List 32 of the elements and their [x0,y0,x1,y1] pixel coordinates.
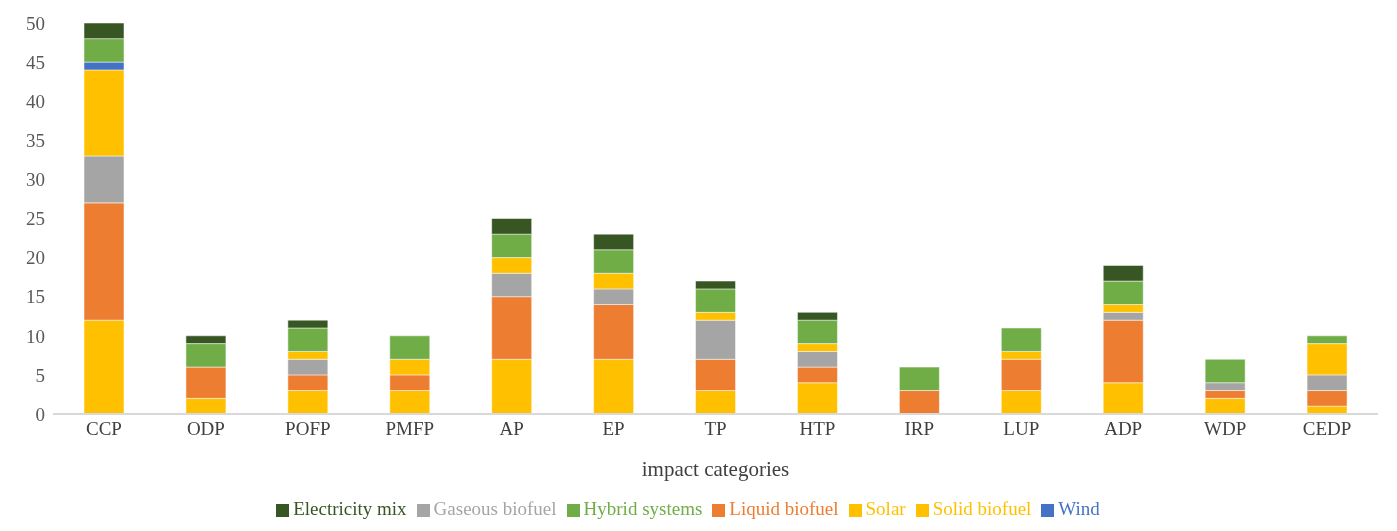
y-tick-label: 30 [26,169,45,191]
y-tick-label: 10 [26,325,45,347]
y-tick-label: 15 [26,286,45,308]
x-tick-label: WDP [1204,418,1247,440]
x-tick-label: ADP [1104,418,1143,440]
legend-label: Solar [865,498,906,519]
x-tick-label: HTP [799,418,836,440]
y-tick-label: 45 [26,51,45,73]
y-tick-label: 50 [26,12,45,34]
x-tick-label: AP [499,418,524,440]
x-tick-label: POFP [285,418,331,440]
legend-label: Liquid biofuel [729,498,839,519]
x-tick-label: EP [602,418,625,440]
legend-label: Solid biofuel [932,498,1032,519]
y-tick-label: 20 [26,247,45,269]
x-tick-label: ODP [186,418,225,440]
x-tick-label: IRP [904,418,935,440]
x-tick-label: LUP [1003,418,1040,440]
y-tick-label: 35 [26,130,45,152]
y-tick-label: 5 [35,364,45,386]
y-tick-label: 0 [35,403,45,425]
x-tick-label: TP [704,418,727,440]
x-tick-label: PMFP [385,418,435,440]
x-tick-label: CEDP [1302,418,1352,440]
legend-label: Gaseous biofuel [433,498,557,519]
legend-label: Electricity mix [293,498,407,519]
x-tick-label: CCP [86,418,122,440]
x-axis-title: impact categories [641,457,790,481]
y-tick-label: 40 [26,90,45,112]
legend-label: Hybrid systems [583,498,703,519]
legend-label: Wind [1058,498,1100,519]
y-tick-label: 25 [26,208,45,230]
